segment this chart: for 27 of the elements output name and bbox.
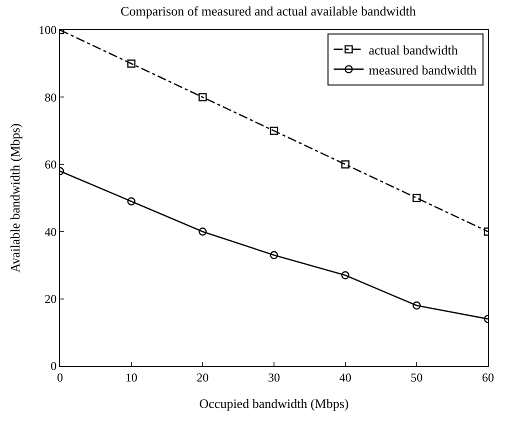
- y-tick-label: 0: [50, 359, 57, 374]
- legend-label: actual bandwidth: [368, 42, 458, 58]
- point: [127, 60, 136, 68]
- x-axis-title: Occupied bandwidth (Mbps): [199, 396, 349, 411]
- point: [270, 126, 278, 135]
- point: [412, 194, 421, 202]
- x-tick-label: 10: [125, 370, 138, 384]
- x-tick-label: 30: [268, 370, 280, 384]
- y-tick-label: 40: [44, 224, 57, 239]
- y-axis-title: Available bandwidth (Mbps): [8, 123, 23, 273]
- x-tick-label: 40: [339, 370, 352, 384]
- y-tick-label: 100: [38, 23, 57, 38]
- point: [198, 228, 207, 236]
- point: [198, 93, 207, 102]
- y-tick-label: 60: [44, 158, 57, 172]
- point: [341, 160, 350, 168]
- y-tick-label: 80: [44, 90, 57, 104]
- point: [127, 197, 136, 206]
- y-tick-label: 20: [44, 292, 57, 306]
- x-tick-label: 20: [196, 370, 209, 384]
- point: [270, 251, 278, 260]
- x-tick-label: 60: [482, 370, 494, 384]
- point: [412, 301, 421, 310]
- point: [341, 271, 350, 280]
- legend-label: measured bandwidth: [368, 62, 478, 78]
- chart-title: Comparison of measured and actual available bandwidth: [120, 3, 416, 18]
- x-tick-label: 50: [410, 370, 423, 384]
